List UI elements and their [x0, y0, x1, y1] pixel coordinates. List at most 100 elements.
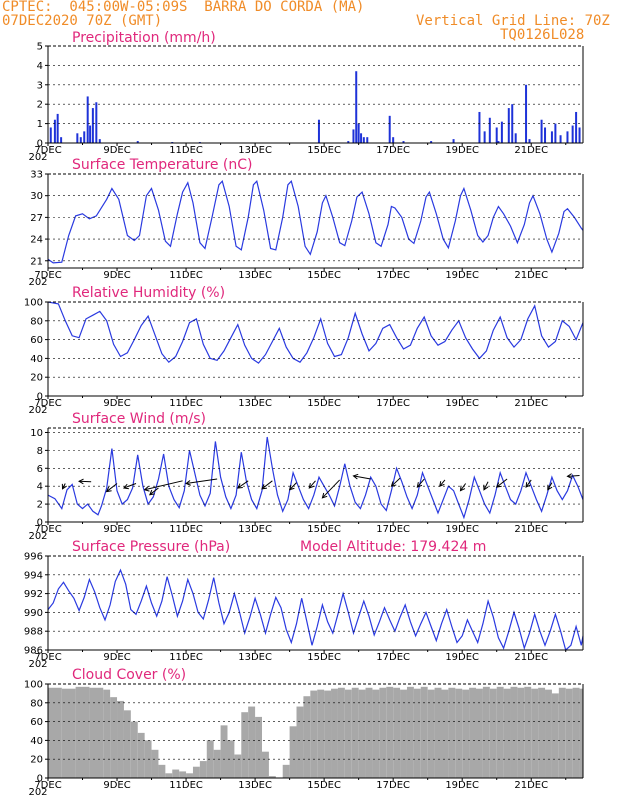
- cloud-bar: [310, 690, 318, 778]
- y-tick-label: 6: [37, 464, 43, 475]
- y-tick-label: 0: [37, 774, 43, 785]
- x-tick-label: 9DEC: [103, 398, 130, 409]
- y-tick-label: 33: [30, 170, 43, 181]
- cloud-bar: [565, 688, 573, 778]
- x-tick-label: 15DEC: [307, 270, 341, 281]
- wind-arrowhead: [78, 478, 84, 485]
- panel-annotation: Model Altitude: 179.424 m: [300, 539, 486, 555]
- precip-bar: [89, 125, 92, 143]
- precip-bar: [76, 133, 79, 143]
- y-tick-label: 4: [37, 61, 43, 72]
- wind-arrowhead: [148, 489, 155, 496]
- cloud-bar: [476, 688, 483, 778]
- precip-bar: [540, 119, 543, 143]
- wind-arrowhead: [321, 492, 328, 499]
- precip-bar: [362, 137, 365, 143]
- y-tick-label: 21: [30, 256, 43, 267]
- wind-arrowhead: [61, 483, 67, 490]
- cloud-bar: [234, 754, 242, 778]
- year-stub: 202: [28, 787, 47, 798]
- x-tick-label: 15DEC: [307, 524, 341, 535]
- panel-title: Surface Temperature (nC): [72, 157, 253, 173]
- y-tick-label: 60: [30, 335, 43, 346]
- y-tick-label: 992: [24, 589, 43, 600]
- cloud-bar: [489, 688, 497, 778]
- precip-bar: [571, 125, 574, 143]
- precip-bar: [430, 141, 433, 143]
- cloud-bar: [510, 686, 518, 778]
- x-tick-label: 11DEC: [169, 145, 203, 156]
- cloud-bar: [199, 761, 207, 778]
- cloud-bar: [331, 688, 338, 778]
- x-tick-label: 15DEC: [307, 780, 341, 791]
- cloud-bar: [455, 688, 463, 778]
- precip-bar: [483, 131, 486, 143]
- y-tick-label: 24: [30, 235, 43, 246]
- wind-arrowhead: [416, 482, 423, 488]
- cloud-bar: [165, 773, 173, 778]
- cloud-bar: [248, 706, 256, 778]
- precip-bar: [559, 135, 562, 143]
- wind-arrowhead: [459, 485, 466, 492]
- wind-arrowhead: [308, 482, 315, 489]
- precip-bar: [497, 141, 500, 143]
- x-tick-label: 21DEC: [514, 652, 548, 663]
- cloud-bar: [572, 687, 580, 778]
- cloud-bar: [462, 689, 470, 778]
- y-tick-label: 990: [24, 608, 43, 619]
- cloud-bar: [579, 688, 583, 778]
- cloud-bar: [337, 687, 345, 778]
- wind-arrow: [460, 483, 467, 491]
- precip-bar: [91, 108, 94, 143]
- wind-arrowhead: [122, 483, 129, 490]
- x-tick-label: 11DEC: [169, 270, 203, 281]
- date-line: 07DEC2020 70Z (GMT): [2, 13, 163, 29]
- x-tick-label: 17DEC: [376, 145, 410, 156]
- wind-arrow: [496, 478, 508, 488]
- precip-bar: [352, 129, 355, 143]
- precip-bar: [53, 119, 56, 143]
- x-tick-label: 21DEC: [514, 145, 548, 156]
- cloud-bar: [503, 688, 511, 778]
- precip-bar: [347, 141, 350, 143]
- x-tick-label: 15DEC: [307, 145, 341, 156]
- y-tick-label: 20: [30, 373, 43, 384]
- x-tick-label: 17DEC: [376, 524, 410, 535]
- year-stub: 202: [28, 659, 47, 670]
- y-tick-label: 80: [30, 698, 43, 709]
- x-tick-label: 13DEC: [238, 270, 272, 281]
- wind-arrowhead: [236, 483, 243, 489]
- cloud-bar: [192, 766, 200, 778]
- cloud-bar: [420, 686, 428, 778]
- cloud-bar: [61, 688, 76, 778]
- wind-arrow: [308, 480, 316, 489]
- y-tick-label: 0: [37, 518, 43, 529]
- precip-bar: [478, 111, 481, 143]
- cloud-bar: [379, 687, 387, 778]
- cloud-bar: [75, 686, 90, 778]
- y-tick-label: 988: [24, 627, 43, 638]
- wind-arrow: [416, 478, 425, 488]
- y-tick-label: 4: [37, 482, 43, 493]
- panel-title: Cloud Cover (%): [72, 667, 186, 683]
- y-tick-label: 1: [37, 119, 43, 130]
- cloud-bar: [469, 687, 476, 778]
- y-tick-label: 3: [37, 80, 43, 91]
- x-tick-label: 17DEC: [376, 270, 410, 281]
- wind-arrow: [237, 480, 249, 489]
- cloud-bar: [517, 687, 525, 778]
- x-tick-label: 19DEC: [445, 652, 479, 663]
- wind-arrowhead: [288, 484, 295, 491]
- precip-bar: [488, 117, 491, 143]
- cloud-bar: [317, 689, 325, 778]
- y-tick-label: 20: [30, 755, 43, 766]
- cloud-bar: [227, 740, 235, 778]
- precip-bar: [575, 111, 578, 143]
- precip-bar: [388, 115, 391, 143]
- precip-bar: [79, 137, 82, 143]
- cloud-bar: [103, 689, 111, 778]
- precip-bar: [86, 96, 89, 143]
- wind-arrow: [525, 479, 532, 488]
- wind-arrow: [106, 483, 118, 492]
- panel-title: Surface Pressure (hPa): [72, 539, 230, 555]
